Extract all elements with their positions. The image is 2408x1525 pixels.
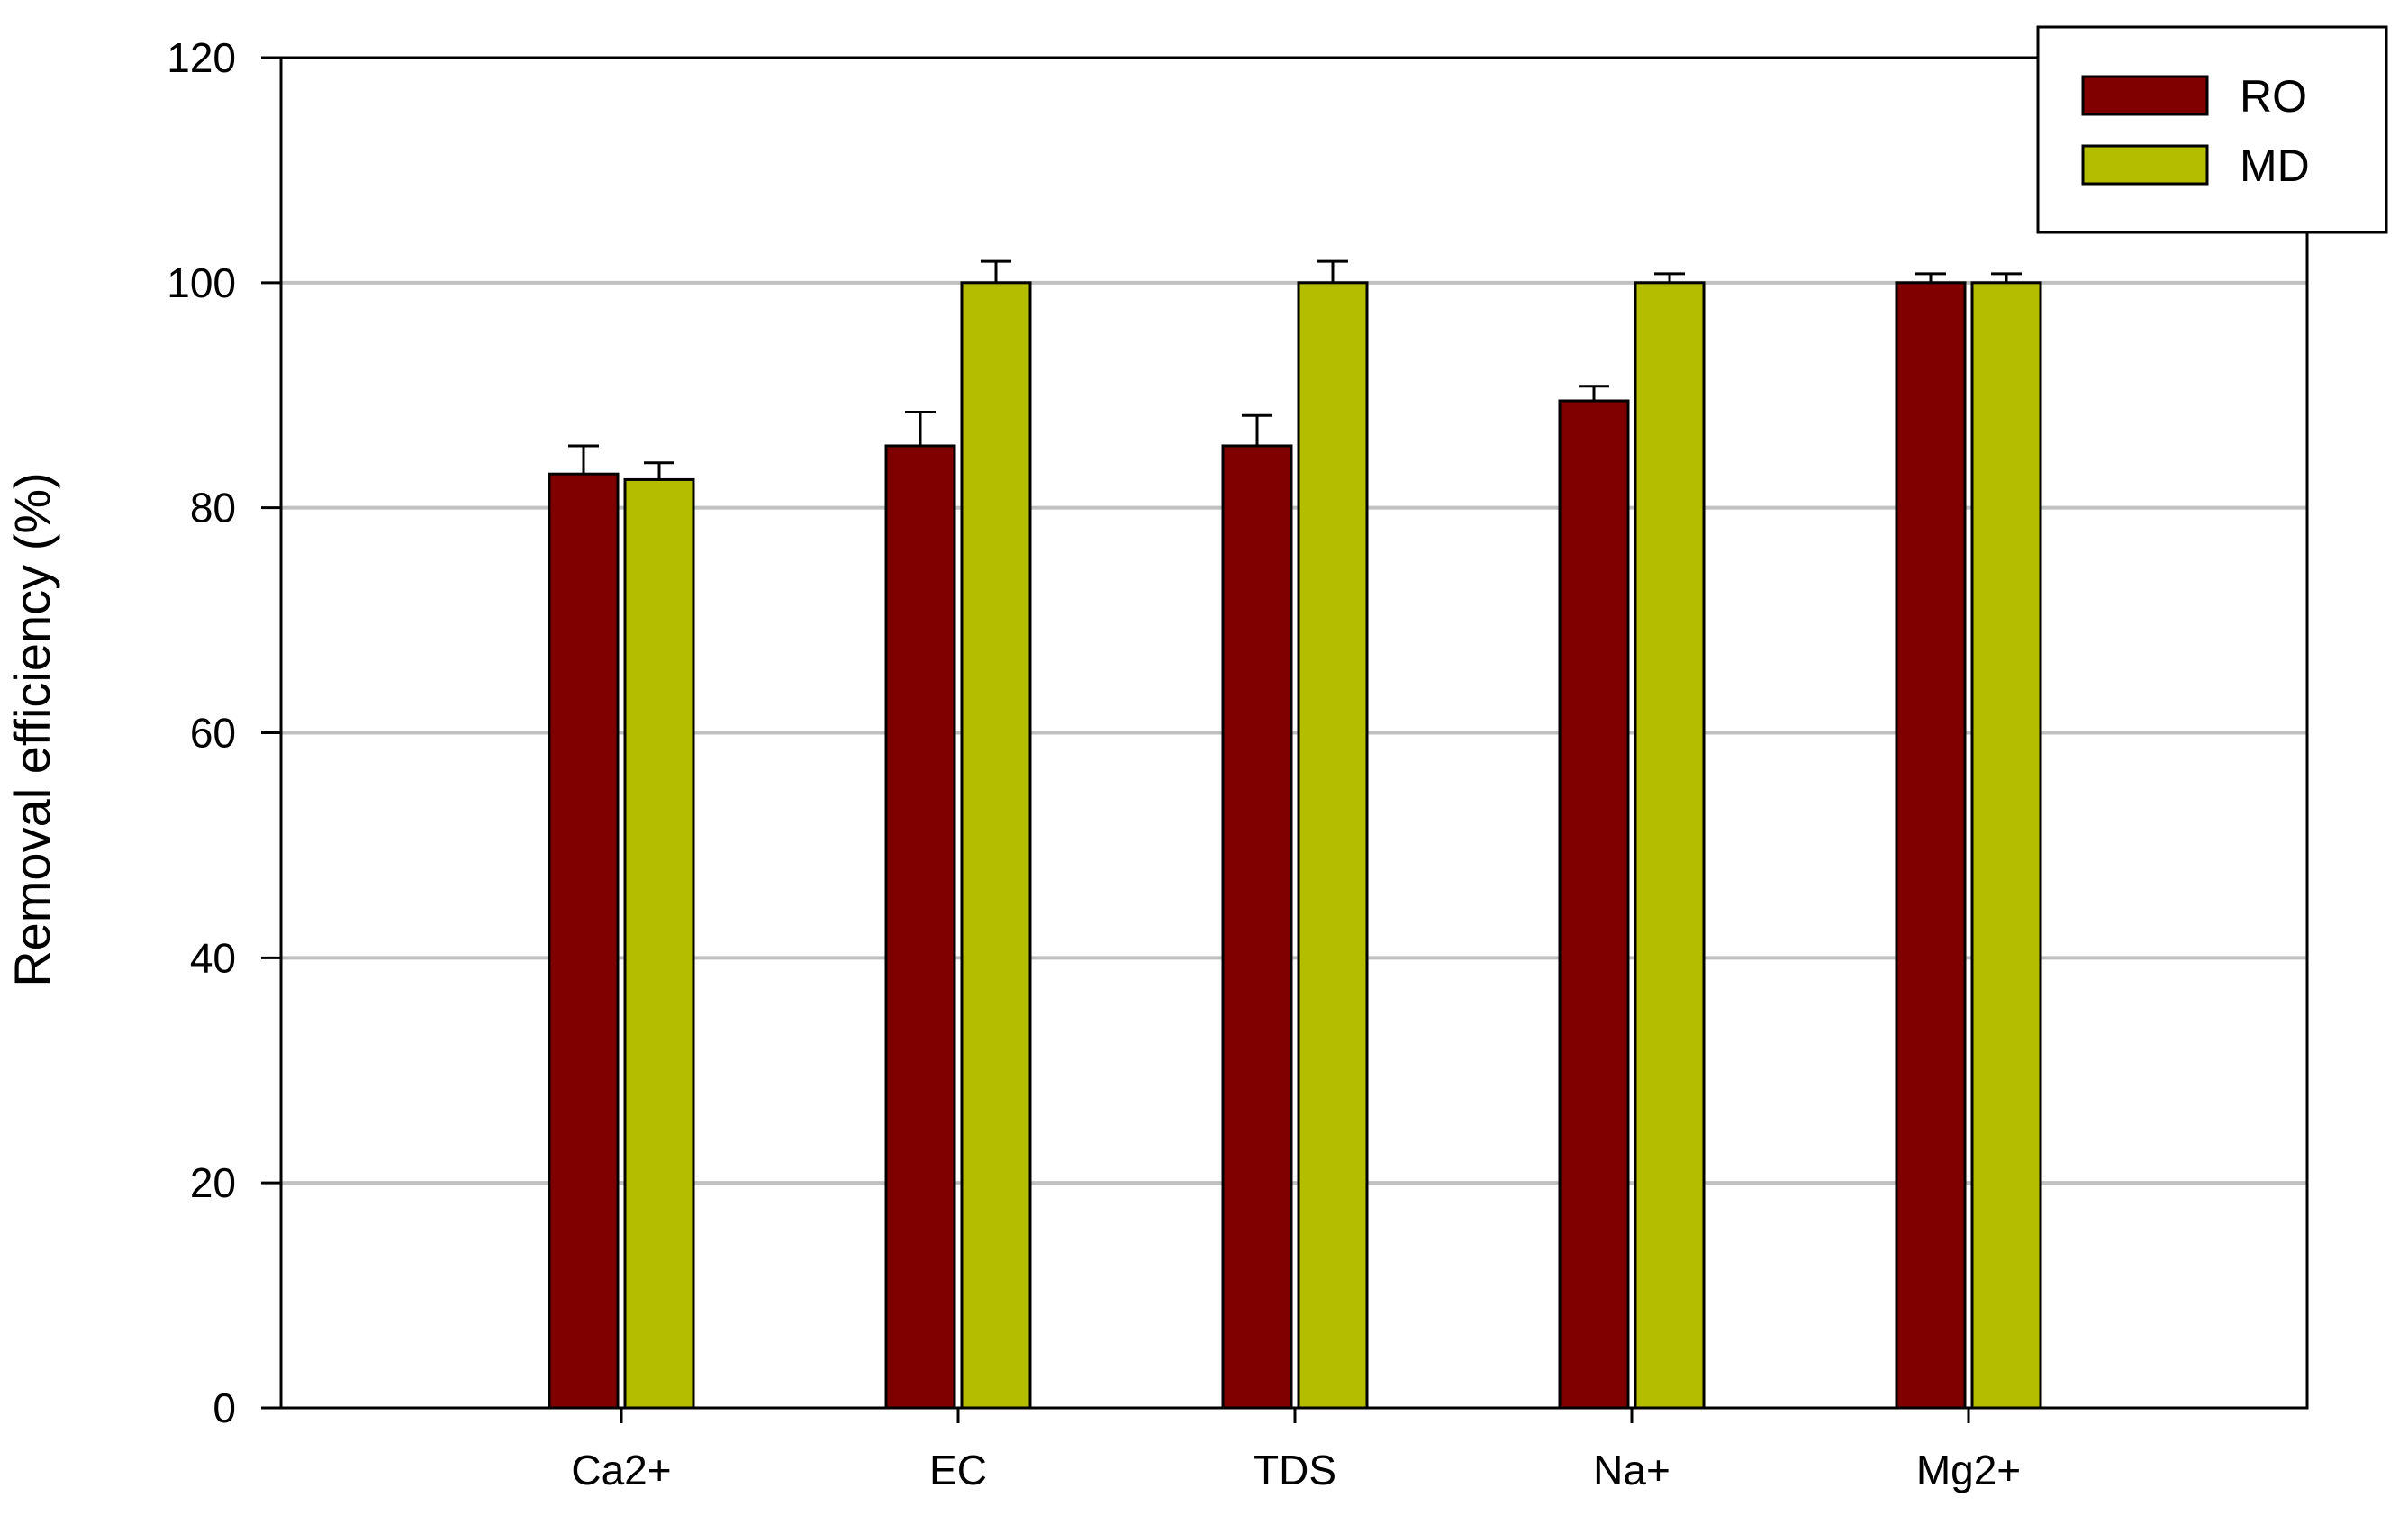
y-tick-label: 20: [190, 1159, 236, 1206]
axes: [261, 56, 2309, 1423]
bar-ro-mg2: [1895, 281, 1967, 1410]
y-tick-label: 120: [167, 34, 236, 81]
x-tick-label: Na+: [1593, 1447, 1670, 1493]
legend-label-md: MD: [2240, 141, 2310, 191]
legend-swatch-md: [2081, 144, 2209, 186]
plot-frame: [279, 56, 2309, 1410]
bars: [548, 259, 2042, 1410]
legend-label-ro: RO: [2240, 71, 2307, 122]
x-tick-label: Mg2+: [1916, 1447, 2021, 1493]
bar-md-ec: [960, 281, 1032, 1410]
y-tick-label: 40: [190, 934, 236, 981]
y-tick-label: 0: [213, 1384, 236, 1431]
x-tick-label: Ca2+: [571, 1447, 671, 1493]
tick-labels: Ca2+ EC TDS Na+ Mg2+ 0 20 40 60 80 100 120: [167, 34, 2021, 1493]
legend: RO MD: [2036, 25, 2388, 234]
bar-ro-tds: [1221, 444, 1293, 1410]
y-tick-label: 100: [167, 259, 236, 306]
bar-md-na: [1634, 281, 1706, 1410]
bar-ro-ca2: [548, 472, 620, 1410]
bar-ro-na: [1558, 399, 1630, 1410]
bar-md-mg2: [1970, 281, 2042, 1410]
y-axis-title: Removal efficiency (%): [4, 472, 60, 987]
y-tick-label: 60: [190, 710, 236, 757]
y-tick-label: 80: [190, 485, 236, 531]
bar-md-tds: [1297, 281, 1369, 1410]
x-tick-label: EC: [929, 1447, 987, 1493]
x-tick-label: TDS: [1254, 1447, 1336, 1493]
bar-ro-ec: [884, 444, 956, 1410]
legend-box: [2036, 25, 2388, 234]
bar-md-ca2: [623, 477, 695, 1410]
legend-swatch-ro: [2081, 75, 2209, 116]
